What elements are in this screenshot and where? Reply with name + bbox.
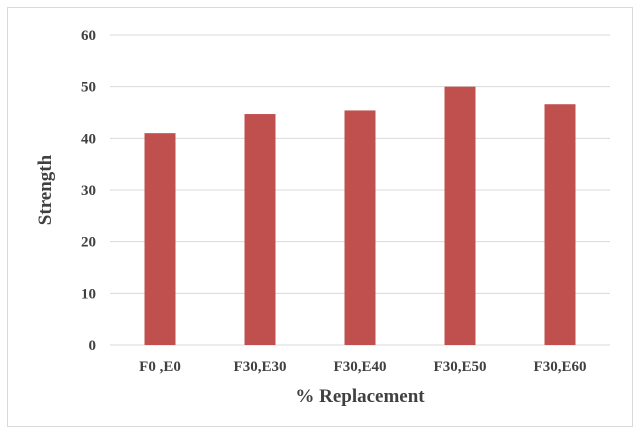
bar-chart: 0 10 20 30 40 50 60 F0 ,E0 F30,E30 F30,E40 F30,E5… [35,28,610,407]
y-tick-label: 20 [81,235,96,251]
x-tick-label: F30,E30 [234,359,287,375]
bar [444,86,476,346]
y-tick-label: 0 [89,338,97,354]
y-tick-label: 40 [81,131,96,147]
x-tick-label: F30,E40 [334,359,387,375]
bar [244,114,276,345]
chart-frame: 0 10 20 30 40 50 60 F0 ,E0 F30,E30 F30,E40 F30,E5… [7,7,633,427]
x-tick-label: F30,E60 [534,359,587,375]
y-tick-label: 60 [81,28,96,44]
bar [544,104,576,345]
y-axis-title: Strength [35,154,56,225]
y-tick-labels: 0 10 20 30 40 50 60 [81,28,96,354]
y-tick-label: 10 [81,286,96,302]
y-tick-label: 50 [81,80,96,96]
bar [344,110,376,345]
bars [144,86,576,346]
bar [144,133,176,345]
x-tick-label: F0 ,E0 [139,359,181,375]
x-tick-label: F30,E50 [434,359,487,375]
x-tick-labels: F0 ,E0 F30,E30 F30,E40 F30,E50 F30,E60 [139,359,586,375]
x-axis-title: % Replacement [295,386,425,407]
y-tick-label: 30 [81,183,96,199]
